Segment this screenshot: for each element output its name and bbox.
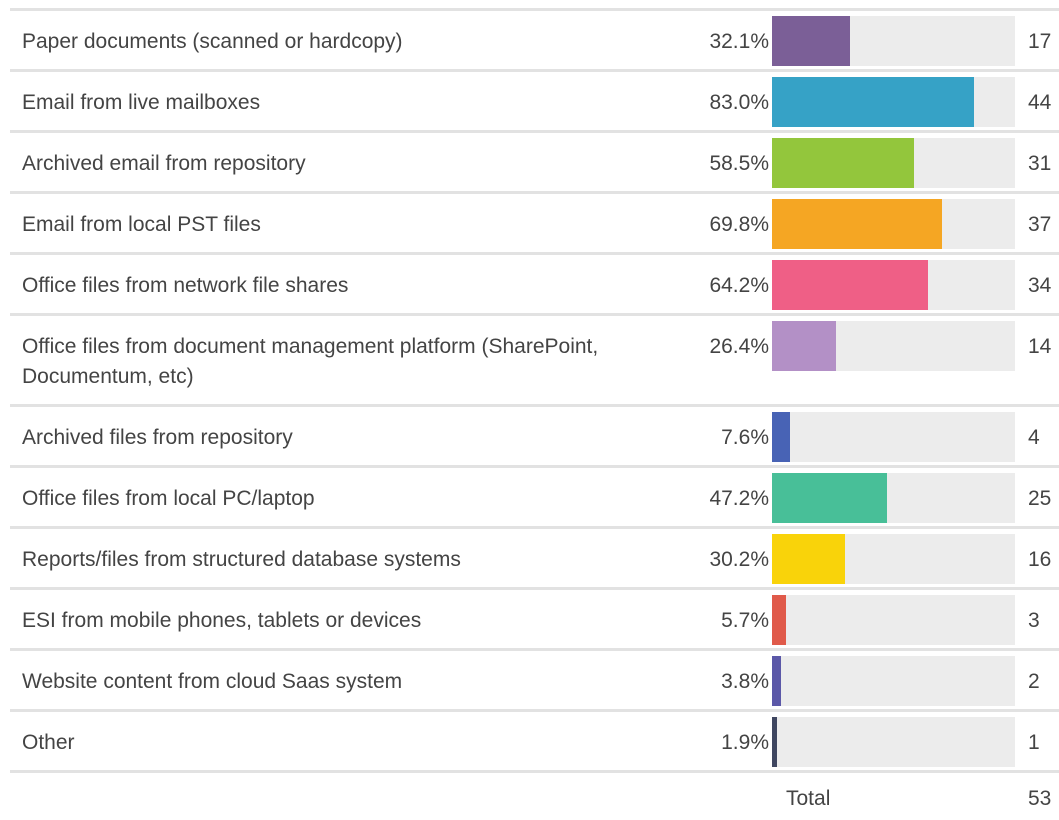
- option-label: Office files from network file shares: [22, 274, 349, 297]
- option-label: Office files from document management pl…: [22, 335, 599, 388]
- percent-label: 30.2%: [709, 548, 769, 571]
- bar-track: [772, 595, 1015, 645]
- percent-label: 58.5%: [709, 152, 769, 175]
- bar-track: [772, 321, 1015, 371]
- count-label: 34: [1028, 274, 1052, 297]
- result-row: Email from live mailboxes 83.0% 44: [10, 69, 1059, 130]
- result-row: Office files from document management pl…: [10, 313, 1059, 404]
- bar-track: [772, 199, 1015, 249]
- bar: [772, 534, 846, 584]
- percent-label: 5.7%: [721, 609, 769, 632]
- option-label: Archived files from repository: [22, 426, 293, 449]
- percent-label: 7.6%: [721, 426, 769, 449]
- percent-label: 32.1%: [709, 30, 769, 53]
- percent-label: 69.8%: [709, 213, 769, 236]
- count-label: 16: [1028, 548, 1052, 571]
- count-label: 37: [1028, 213, 1052, 236]
- count-label: 3: [1028, 609, 1040, 632]
- bar-track: [772, 473, 1015, 523]
- bar-track: [772, 77, 1015, 127]
- result-row: Office files from network file shares 64.…: [10, 252, 1059, 313]
- percent-label: 3.8%: [721, 670, 769, 693]
- option-label: Paper documents (scanned or hardcopy): [22, 30, 403, 53]
- bar: [772, 321, 837, 371]
- bar: [772, 260, 928, 310]
- result-row: Office files from local PC/laptop 47.2% 25: [10, 465, 1059, 526]
- count-label: 1: [1028, 731, 1040, 754]
- count-label: 2: [1028, 670, 1040, 693]
- count-label: 31: [1028, 152, 1052, 175]
- bar-track: [772, 534, 1015, 584]
- total-value: 53: [1028, 787, 1052, 810]
- bar: [772, 412, 791, 462]
- result-row: Archived email from repository 58.5% 31: [10, 130, 1059, 191]
- result-row: Reports/files from structured database s…: [10, 526, 1059, 587]
- option-label: ESI from mobile phones, tablets or devic…: [22, 609, 422, 632]
- bar: [772, 77, 974, 127]
- option-label: Archived email from repository: [22, 152, 306, 175]
- result-row: ESI from mobile phones, tablets or devic…: [10, 587, 1059, 648]
- option-label: Email from live mailboxes: [22, 91, 261, 114]
- count-label: 44: [1028, 91, 1052, 114]
- option-label: Email from local PST files: [22, 213, 261, 236]
- percent-label: 1.9%: [721, 731, 769, 754]
- count-label: 17: [1028, 30, 1052, 53]
- bar-track: [772, 16, 1015, 66]
- results-table: Paper documents (scanned or hardcopy) 32.…: [10, 8, 1059, 817]
- percent-label: 64.2%: [709, 274, 769, 297]
- bar-track: [772, 138, 1015, 188]
- option-label: Office files from local PC/laptop: [22, 487, 315, 510]
- total-label: Total: [786, 787, 831, 810]
- bar: [772, 473, 887, 523]
- bar: [772, 717, 777, 767]
- total-row: Total 53: [10, 770, 1059, 817]
- count-label: 25: [1028, 487, 1052, 510]
- bar: [772, 199, 942, 249]
- result-row: Email from local PST files 69.8% 37: [10, 191, 1059, 252]
- count-label: 4: [1028, 426, 1040, 449]
- bar: [772, 656, 782, 706]
- percent-label: 83.0%: [709, 91, 769, 114]
- result-row: Archived files from repository 7.6% 4: [10, 404, 1059, 465]
- bar-track: [772, 260, 1015, 310]
- count-label: 14: [1028, 335, 1052, 358]
- result-row: Website content from cloud Saas system 3.…: [10, 648, 1059, 709]
- bar-track: [772, 656, 1015, 706]
- option-label: Other: [22, 731, 75, 754]
- option-label: Reports/files from structured database s…: [22, 548, 461, 571]
- bar: [772, 595, 786, 645]
- result-row: Other 1.9% 1: [10, 709, 1059, 770]
- result-row: Paper documents (scanned or hardcopy) 32.…: [10, 8, 1059, 69]
- percent-label: 26.4%: [709, 335, 769, 358]
- bar: [772, 16, 850, 66]
- bar-track: [772, 412, 1015, 462]
- option-label: Website content from cloud Saas system: [22, 670, 403, 693]
- percent-label: 47.2%: [709, 487, 769, 510]
- bar: [772, 138, 915, 188]
- bar-track: [772, 717, 1015, 767]
